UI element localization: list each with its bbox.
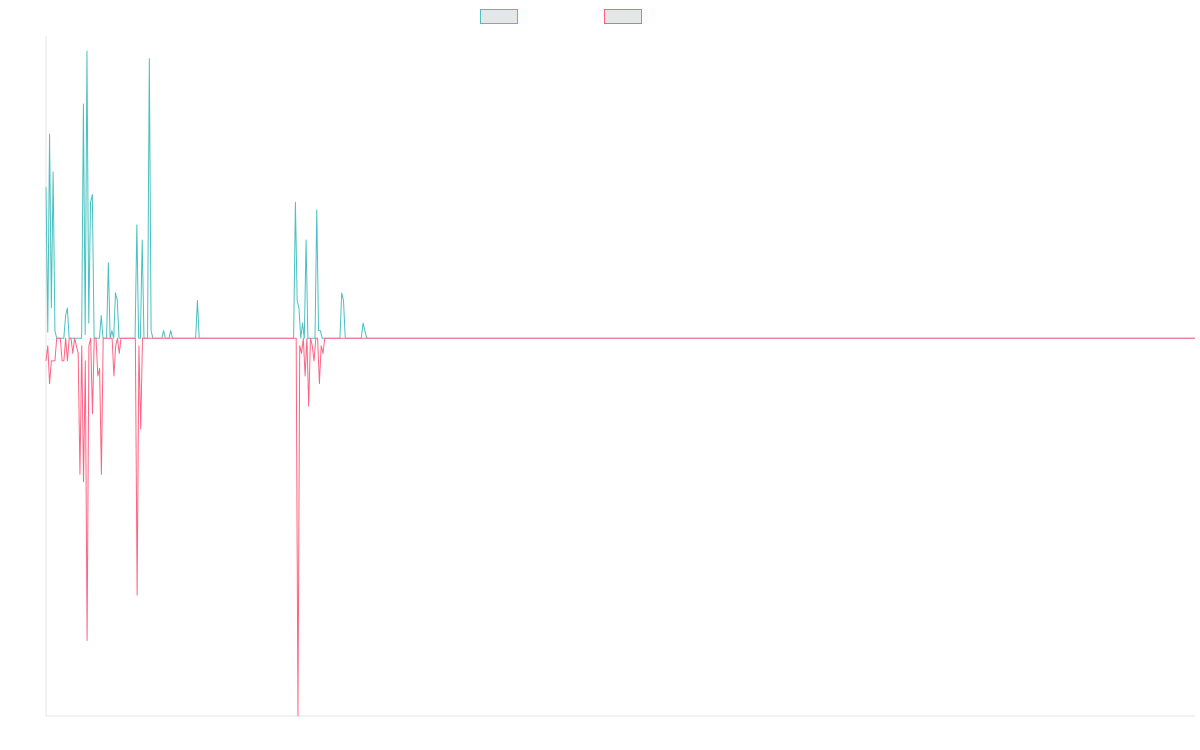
legend-swatch-series-a	[480, 9, 518, 24]
series-line-a[interactable]	[45, 50, 1195, 339]
chart-legend	[0, 9, 1200, 27]
series-line-b[interactable]	[45, 337, 1195, 717]
legend-item-series-a[interactable]	[480, 9, 524, 24]
legend-item-series-b[interactable]	[604, 9, 648, 24]
legend-swatch-series-b	[604, 9, 642, 24]
